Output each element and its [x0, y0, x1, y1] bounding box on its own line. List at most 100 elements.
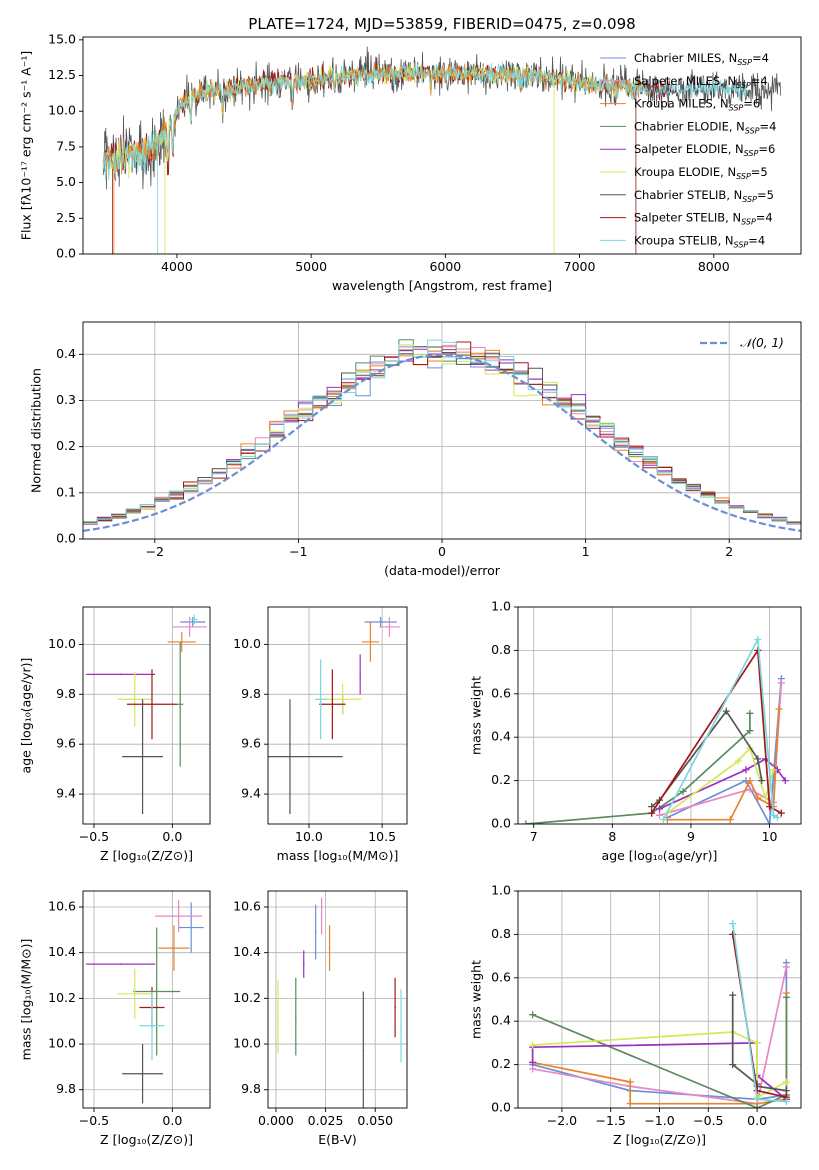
data-point	[648, 809, 656, 817]
data-point	[679, 787, 687, 795]
y-tick-label: 0.6	[491, 969, 511, 984]
y-tick-label: 9.8	[241, 686, 261, 701]
y-tick-label: 0.4	[491, 1013, 511, 1028]
data-point	[119, 673, 122, 676]
axes-frame: −0.5 0.0 9.4 9.6 9.8 10.0 Z [log₁₀(Z/Z⊙)] age […	[19, 606, 211, 863]
data-point	[400, 1024, 402, 1027]
x-tick-label: −1.5	[596, 1113, 626, 1128]
x-tick-label: 8	[608, 829, 616, 844]
x-tick-label: 8000	[698, 259, 730, 274]
data-point	[119, 963, 122, 965]
y-tick-label: 10.4	[233, 944, 261, 959]
data-point	[781, 777, 789, 785]
data-point	[775, 705, 783, 713]
data-point	[191, 621, 194, 623]
data-point	[754, 755, 762, 763]
data-point	[769, 811, 777, 819]
data-point	[379, 621, 382, 623]
data-point	[656, 811, 663, 819]
y-tick-label: 10.0	[233, 1036, 261, 1051]
data-point	[754, 636, 762, 644]
axes-frame: 0.000 0.025 0.050 9.8 10.0 10.2 10.4 10.6 E(B-V)	[233, 890, 408, 1147]
y-tick-label: 7.5	[56, 138, 76, 153]
plot-area	[83, 339, 801, 539]
data-point	[746, 777, 754, 785]
data-point	[762, 794, 770, 802]
axes-frame: 4000 5000 6000 7000 8000 0.0 2.5 5.0 7.5 10.0 12.5…	[19, 15, 802, 293]
data-point	[722, 707, 730, 715]
data-point	[769, 766, 777, 774]
y-tick-label: 15.0	[48, 31, 76, 46]
weight-line-kroupa-miles	[667, 708, 780, 821]
data-point	[529, 1041, 537, 1049]
data-point	[522, 820, 530, 824]
data-point	[369, 641, 372, 643]
axes-age_vs_mass: 10.0 10.5 9.4 9.6 9.8 10.0 mass [log₁₀(M/M⊙)]	[233, 606, 408, 863]
data-point	[766, 820, 774, 824]
weight-line-kroupa-stelib	[662, 636, 778, 821]
plot-area	[268, 616, 400, 815]
data-point	[141, 755, 144, 758]
y-tick-label: 9.6	[56, 736, 76, 751]
x-tick-label: 10.5	[368, 829, 396, 844]
data-point	[320, 915, 323, 917]
x-tick-label: 7000	[564, 259, 596, 274]
data-point	[754, 794, 762, 802]
data-point	[341, 698, 344, 701]
plot-area	[86, 614, 207, 815]
data-point	[193, 618, 196, 621]
data-point	[782, 1087, 790, 1095]
axes-border	[82, 606, 211, 825]
axes-frame: 7 8 9 10 0.0 0.2 0.4 0.6 0.8 1.0 age [log₁₀(age/yr…	[469, 599, 802, 863]
data-point	[753, 1104, 761, 1108]
x-tick-label: −2	[146, 544, 164, 559]
data-point	[729, 991, 737, 999]
axes-mass_vs_ebv: 0.000 0.025 0.050 9.8 10.0 10.2 10.4 10.6 E(B-V)	[233, 890, 408, 1147]
data-point	[753, 1039, 761, 1047]
data-point	[648, 803, 656, 811]
data-point	[529, 1058, 537, 1066]
plot-area	[277, 897, 402, 1108]
y-tick-label: 10.6	[48, 898, 76, 913]
data-point	[302, 963, 305, 965]
x-tick-label: 0.025	[308, 1113, 344, 1128]
data-point	[782, 993, 790, 1001]
data-point	[729, 920, 737, 928]
y-tick-label: 10.4	[48, 944, 76, 959]
data-point	[319, 698, 322, 701]
y-tick-label: 10.0	[48, 636, 76, 651]
y-axis-label: mass [log₁₀(M/M⊙)]	[19, 939, 34, 1061]
y-tick-label: 0.0	[491, 1100, 511, 1115]
y-tick-label: 9.8	[241, 1081, 261, 1096]
x-axis-label: age [log₁₀(age/yr)]	[602, 848, 718, 863]
x-tick-label: 4000	[161, 259, 193, 274]
weight-line-chabrier-miles	[667, 678, 783, 824]
axes-frame: −2.0 −1.5 −1.0 −0.5 0.0 0.0 0.2 0.4 0.6 0.8 1.0 Z […	[469, 883, 802, 1147]
y-axis-label: age [log₁₀(age/yr)]	[19, 658, 34, 774]
y-tick-label: 10.0	[48, 1036, 76, 1051]
y-tick-label: 0.6	[491, 685, 511, 700]
data-point	[753, 1095, 761, 1103]
x-tick-label: −1	[289, 544, 307, 559]
data-point	[734, 757, 742, 765]
data-point	[277, 1015, 279, 1018]
y-tick-label: 0.2	[491, 772, 511, 787]
plot-area	[86, 900, 204, 1104]
x-tick-label: 2	[725, 544, 733, 559]
y-tick-label: 0.0	[56, 531, 76, 546]
data-point	[151, 1024, 153, 1027]
axes-frame: −0.5 0.0 9.8 10.0 10.2 10.4 10.6 Z [log₁₀(Z/Z⊙)…	[19, 890, 211, 1147]
y-tick-label: 10.0	[48, 103, 76, 118]
data-point	[190, 926, 192, 929]
x-tick-label: 7	[530, 829, 538, 844]
data-point	[133, 698, 136, 701]
y-tick-label: 0.4	[56, 346, 76, 361]
data-point	[729, 1061, 737, 1069]
x-tick-label: 5000	[295, 259, 327, 274]
legend-entry: Kroupa MILES, NSSP=6	[634, 97, 760, 113]
data-point	[133, 992, 136, 995]
y-tick-label: 9.4	[241, 786, 261, 801]
x-tick-label: 0.0	[162, 829, 182, 844]
x-axis-label: Z [log₁₀(Z/Z⊙)]	[613, 1132, 706, 1147]
